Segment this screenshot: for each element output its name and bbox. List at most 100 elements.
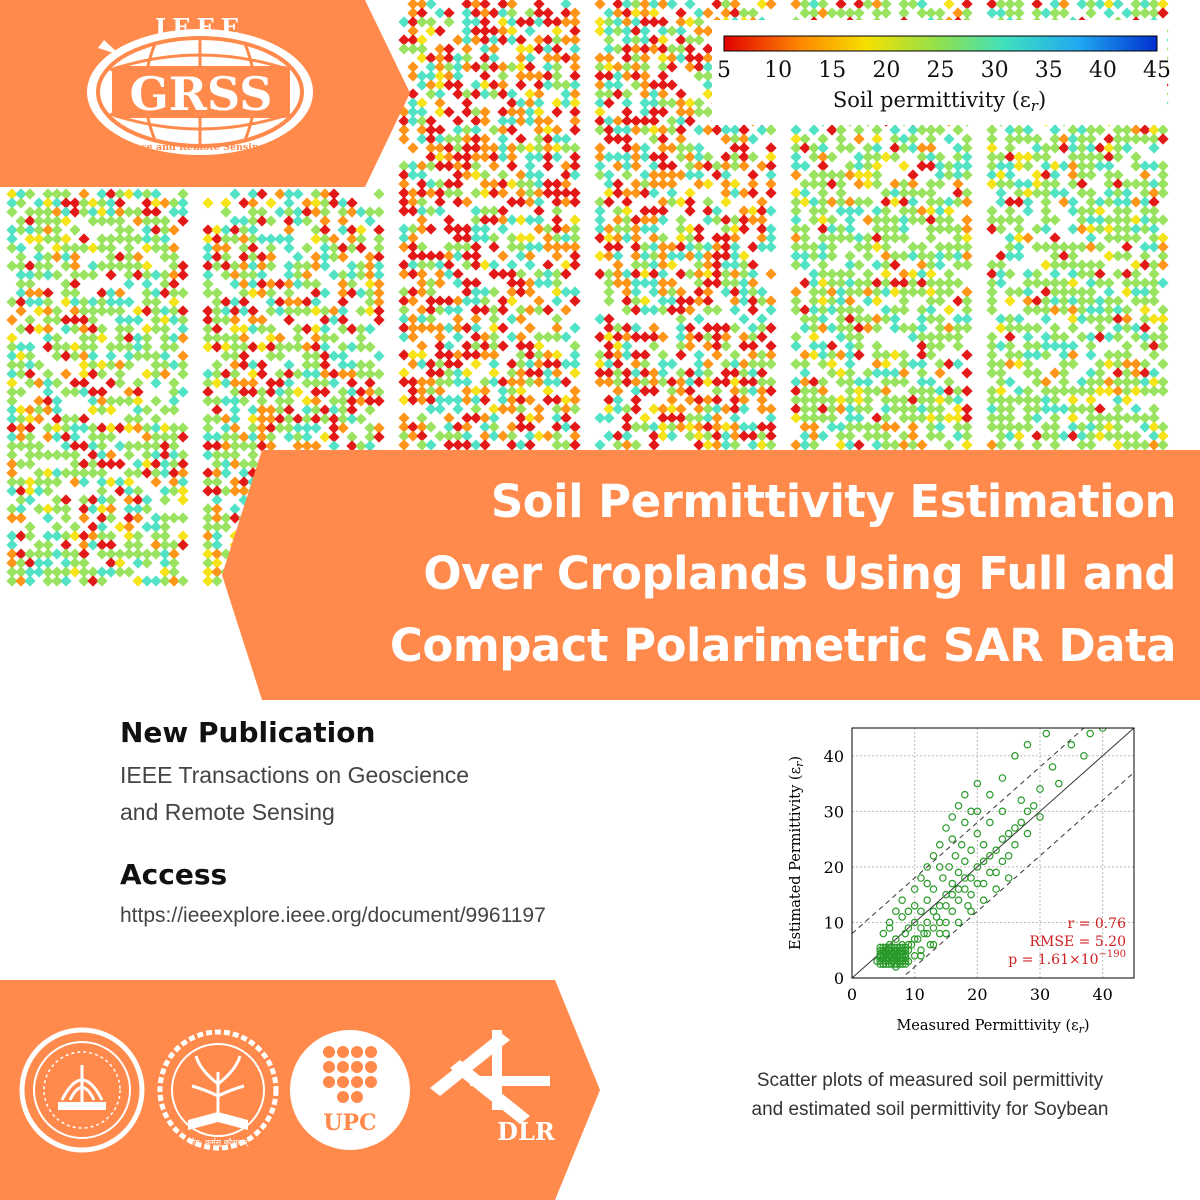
logo-acronym: GRSS (130, 67, 273, 121)
data-point (1017, 818, 1026, 827)
logo-society-text: Geoscience and Remote Sensing Society (93, 142, 308, 153)
title-line-2: Over Croplands Using Full and (423, 547, 1176, 600)
data-point (1048, 763, 1057, 771)
data-point (929, 851, 938, 860)
data-point (998, 857, 1007, 866)
logo-ieee-text: IEEE (155, 13, 245, 42)
data-point (935, 901, 944, 910)
data-point (1036, 813, 1044, 821)
grss-logo: GRSS IEEE Geoscience and Remote Sensing … (87, 13, 313, 155)
data-point (961, 857, 969, 866)
title-line-3: Compact Polarimetric SAR Data (389, 619, 1177, 672)
data-point (1011, 840, 1019, 849)
data-point (907, 940, 916, 949)
colorbar-label: Soil permittivity (εr) (832, 88, 1047, 115)
data-point (893, 943, 901, 952)
data-point (885, 924, 894, 932)
data-point (1023, 829, 1032, 838)
data-point (973, 829, 982, 838)
colorbar-tick-label: 40 (1088, 58, 1117, 83)
data-point (986, 851, 994, 860)
data-point (998, 835, 1007, 843)
data-point (904, 907, 913, 916)
data-point (945, 863, 953, 871)
data-point (879, 943, 887, 952)
data-point (926, 940, 935, 949)
data-point (896, 943, 904, 952)
plot-frame (851, 727, 1135, 979)
publication-title: Soil Permittivity Estimation Over Cropla… (256, 466, 1177, 682)
data-point (935, 929, 944, 938)
data-point (1042, 729, 1051, 738)
data-point (1011, 751, 1019, 760)
x-tick-label: 20 (967, 985, 987, 1004)
data-point (948, 879, 957, 888)
y-axis-label: Estimated Permittivity (εr) (788, 756, 806, 950)
data-point (920, 929, 928, 938)
caption-line-2: and estimated soil permittivity for Soyb… (751, 1099, 1109, 1120)
data-point (929, 940, 938, 949)
data-point (998, 807, 1007, 816)
access-url-link[interactable]: https://ieeexplore.ieee.org/document/996… (120, 904, 546, 927)
data-point (882, 943, 890, 952)
data-point (910, 901, 919, 910)
colorbar-gradient (723, 35, 1158, 52)
data-point (954, 868, 963, 877)
data-point (992, 868, 1000, 877)
colorbar: 5 10 15 20 25 30 35 40 45 Soil permittivity (εr) (712, 20, 1171, 125)
stat-r: r = 0.76 (1068, 916, 1127, 932)
x-tick-label: 10 (904, 985, 924, 1004)
data-point (986, 868, 994, 877)
sar-strip (398, 0, 581, 451)
identity-line (852, 728, 1134, 978)
data-point (923, 918, 932, 927)
data-point (887, 943, 896, 952)
y-tick-label: 20 (824, 858, 844, 877)
data-point (929, 885, 938, 893)
colorbar-tick-label: 10 (764, 58, 793, 83)
data-point (876, 943, 885, 952)
data-point (951, 851, 960, 860)
access-heading: Access (120, 858, 228, 891)
tolerance-line (852, 728, 1085, 934)
data-point (961, 885, 969, 893)
data-point (964, 901, 972, 910)
data-point (932, 913, 941, 921)
y-tick-label: 40 (824, 747, 844, 766)
dlr-logo: DLR (430, 1030, 556, 1146)
data-point (979, 879, 988, 888)
data-point (979, 896, 988, 905)
data-point (942, 824, 950, 832)
data-point (1004, 851, 1013, 860)
data-point (901, 943, 910, 952)
data-point (904, 924, 913, 932)
data-point (992, 846, 1000, 855)
logo-banner: GRSS IEEE Geoscience and Remote Sensing … (0, 0, 410, 187)
data-point (1080, 751, 1088, 760)
data-point (954, 801, 963, 810)
data-point (890, 943, 899, 952)
data-point (910, 918, 919, 927)
data-point (967, 846, 975, 855)
data-point (973, 863, 982, 871)
data-point (942, 901, 950, 910)
data-point (1011, 824, 1019, 832)
stat-p: p = 1.61×10−190 (1008, 949, 1126, 968)
y-tick-label: 10 (824, 913, 844, 932)
data-point (1086, 729, 1094, 738)
title-banner (222, 450, 1200, 700)
data-point (973, 879, 982, 888)
data-point (917, 874, 925, 882)
data-point (954, 896, 963, 905)
data-point (929, 907, 938, 916)
data-point (939, 874, 947, 882)
publication-section: New Publication IEEE Transactions on Geo… (120, 716, 469, 831)
data-point (914, 935, 922, 943)
data-point (1036, 785, 1044, 793)
data-point (998, 774, 1007, 782)
data-point (923, 863, 932, 871)
data-point (986, 790, 994, 799)
access-section: Access https://ieeexplore.ieee.org/docum… (120, 858, 546, 933)
data-point (973, 807, 982, 816)
partners-banner: योग: कर्मसु कौशलम् UPC DLR (0, 980, 600, 1200)
